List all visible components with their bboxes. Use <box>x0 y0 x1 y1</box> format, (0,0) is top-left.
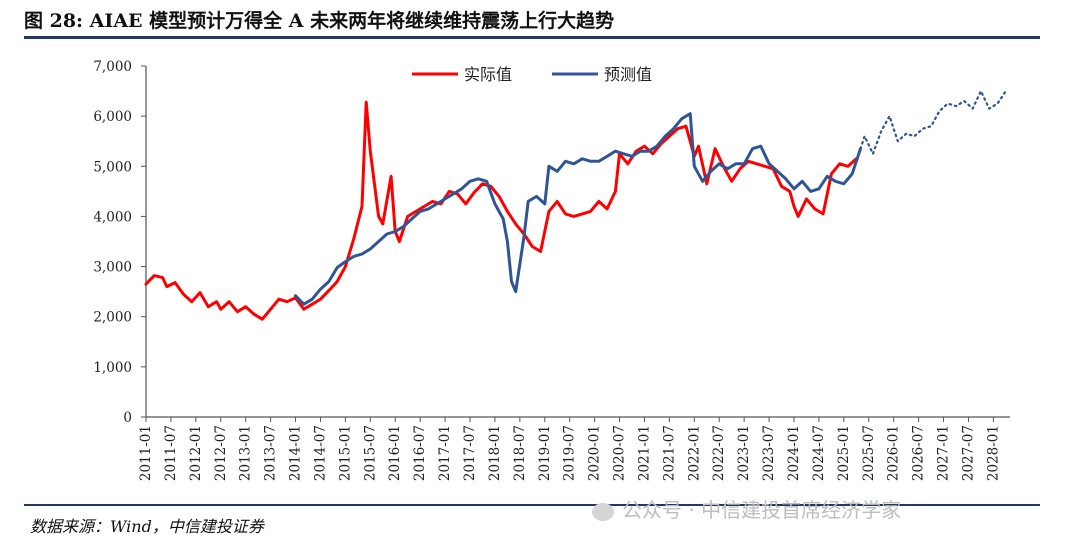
x-tick-label: 2018-07 <box>512 425 528 481</box>
predicted-series-line <box>294 112 862 306</box>
x-tick-label: 2023-01 <box>736 425 752 481</box>
y-axis-ticks: 0 1,000 2,000 3,000 4,000 5,000 6,000 7,000 <box>93 59 146 426</box>
x-tick-label: 2025-01 <box>836 425 852 481</box>
line-chart: 0 1,000 2,000 3,000 4,000 5,000 6,000 7,000 201… <box>93 59 1010 481</box>
series-lines <box>144 89 1007 321</box>
x-tick-label: 2017-07 <box>462 425 478 481</box>
x-tick-label: 2025-07 <box>861 425 877 481</box>
y-tick-label: 1,000 <box>93 360 132 376</box>
source-note: 数据来源：Wind，中信建投证券 <box>30 517 264 536</box>
x-tick-label: 2019-01 <box>537 425 553 481</box>
x-tick-label: 2016-01 <box>387 425 403 481</box>
x-tick-label: 2011-07 <box>163 425 179 481</box>
x-tick-label: 2028-01 <box>985 425 1001 481</box>
x-tick-label: 2027-01 <box>936 425 952 481</box>
legend-label: 预测值 <box>604 65 652 84</box>
watermark: 公众号 · 中信建投首席经济学家 <box>592 494 901 523</box>
x-tick-label: 2022-01 <box>686 425 702 481</box>
watermark-text: 公众号 · 中信建投首席经济学家 <box>622 498 902 522</box>
x-tick-label: 2020-01 <box>587 425 603 481</box>
x-tick-label: 2026-07 <box>911 425 927 481</box>
y-tick-label: 7,000 <box>93 59 132 75</box>
actual-series-line <box>144 100 858 321</box>
y-tick-label: 4,000 <box>93 209 132 225</box>
chart-title: 图 28: AIAE 模型预计万得全 A 未来两年将继续维持震荡上行大趋势 <box>24 10 615 32</box>
x-tick-label: 2021-01 <box>636 425 652 481</box>
x-tick-label: 2024-07 <box>811 425 827 481</box>
x-tick-label: 2027-07 <box>960 425 976 481</box>
x-tick-label: 2013-07 <box>263 425 279 481</box>
y-tick-label: 6,000 <box>93 109 132 125</box>
x-tick-label: 2016-07 <box>412 425 428 481</box>
x-tick-label: 2017-01 <box>437 425 453 481</box>
x-tick-label: 2015-01 <box>337 425 353 481</box>
x-tick-label: 2026-01 <box>886 425 902 481</box>
axes <box>145 66 1010 418</box>
x-tick-label: 2022-07 <box>711 425 727 481</box>
y-tick-label: 5,000 <box>93 159 132 175</box>
x-tick-label: 2018-01 <box>487 425 503 481</box>
x-tick-label: 2012-01 <box>188 425 204 481</box>
legend: 实际值 预测值 <box>412 65 652 84</box>
y-tick-label: 3,000 <box>93 260 132 276</box>
x-axis-ticks: 2011-01 2011-07 2012-01 2012-07 2013-01 2013-… <box>138 417 1001 481</box>
x-tick-label: 2014-01 <box>288 425 304 481</box>
y-tick-label: 2,000 <box>93 310 132 326</box>
x-tick-label: 2014-07 <box>312 425 328 481</box>
title-rule <box>24 36 1040 39</box>
x-tick-label: 2021-07 <box>661 425 677 481</box>
x-tick-label: 2011-01 <box>138 425 154 481</box>
forecast-dotted-line <box>859 89 1007 155</box>
x-tick-label: 2019-07 <box>562 425 578 481</box>
x-tick-label: 2013-01 <box>238 425 254 481</box>
footer-rule <box>24 504 1040 506</box>
y-tick-label: 0 <box>123 410 132 426</box>
x-tick-label: 2012-07 <box>213 425 229 481</box>
x-tick-label: 2015-07 <box>362 425 378 481</box>
x-tick-label: 2024-01 <box>786 425 802 481</box>
legend-label: 实际值 <box>464 65 512 84</box>
x-tick-label: 2020-07 <box>612 425 628 481</box>
wechat-icon <box>592 502 614 521</box>
x-tick-label: 2023-07 <box>761 425 777 481</box>
